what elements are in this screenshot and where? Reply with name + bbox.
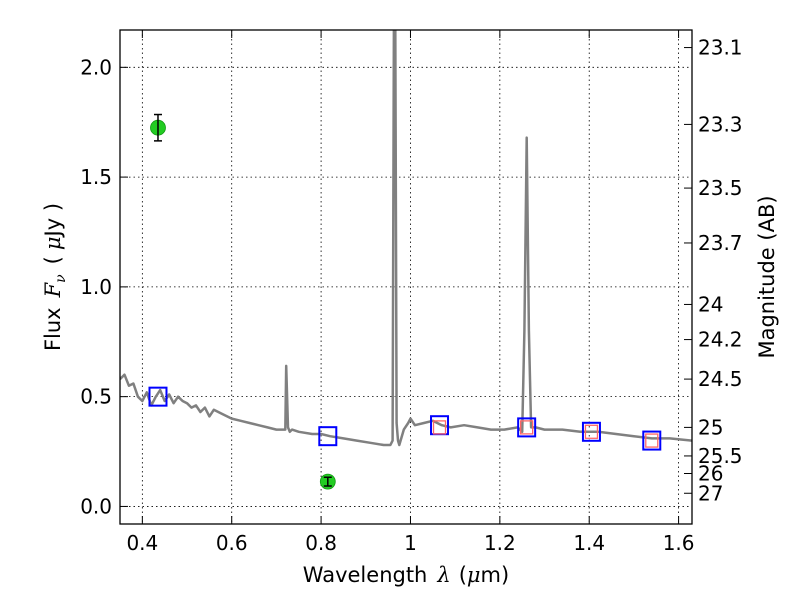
x-tick-label: 1.2 xyxy=(484,531,516,555)
x-tick-label: 1.6 xyxy=(663,531,695,555)
x-axis-symbol: λ xyxy=(436,563,450,587)
y2-tick-label: 25 xyxy=(698,415,723,439)
y-axis-unit-rest: Jy ) xyxy=(41,203,65,239)
x-tick-label: 0.6 xyxy=(216,531,248,555)
model-photometry-square xyxy=(581,421,601,442)
model-photometry-alt-square xyxy=(584,424,599,439)
y-ticks: 0.0 0.5 1.0 1.5 2.0 xyxy=(80,55,128,518)
y-axis-unit-open: ( xyxy=(41,256,65,264)
y2-tick-label: 24.5 xyxy=(698,367,743,391)
x-axis-unit-rest: m) xyxy=(481,563,510,587)
y-axis-title: Flux Fν ( μJy ) xyxy=(41,203,69,351)
x-axis-unit-mu: μ xyxy=(467,563,481,587)
model-photometry-alt-square xyxy=(520,420,534,435)
y2-tick-label: 24 xyxy=(698,292,723,316)
y-axis-title-text: Flux xyxy=(41,307,65,351)
model-photometry-square xyxy=(318,426,338,447)
y-axis-subscript: ν xyxy=(53,274,69,283)
x-tick-label: 0.8 xyxy=(305,531,337,555)
plot-background xyxy=(120,30,692,524)
y-axis-symbol: F xyxy=(41,281,65,298)
y2-axis-title: Magnitude (AB) xyxy=(755,195,779,358)
x-tick-label: 1 xyxy=(404,531,417,555)
y-tick-label: 1.5 xyxy=(80,165,112,189)
y-tick-label: 0.5 xyxy=(80,385,112,409)
x-axis-title-text: Wavelength xyxy=(303,563,428,587)
grid xyxy=(120,30,692,524)
model-photometry-square xyxy=(148,386,168,407)
x-tick-label: 1.4 xyxy=(573,531,605,555)
y2-tick-label: 23.7 xyxy=(698,231,743,255)
y-tick-label: 1.0 xyxy=(80,275,112,299)
model-spectrum-line xyxy=(120,30,692,447)
y2-tick-label: 23.3 xyxy=(698,112,743,136)
y2-tick-label: 27 xyxy=(698,481,723,505)
x-tick-label: 0.4 xyxy=(126,531,158,555)
y-axis-unit-mu: μ xyxy=(41,236,65,250)
y2-tick-label: 25.5 xyxy=(698,444,743,468)
x-ticks: 0.4 0.6 0.8 1 1.2 1.4 1.6 xyxy=(126,30,695,555)
y2-tick-label: 26 xyxy=(698,462,723,486)
y2-tick-label: 23.1 xyxy=(698,36,743,60)
plot-frame xyxy=(119,29,693,525)
x-axis-title: Wavelength λ (μm) xyxy=(303,563,509,587)
y2-tick-label: 23.5 xyxy=(698,176,743,200)
x-axis-unit-open: ( xyxy=(459,563,467,587)
model-photometry-alt-square xyxy=(645,433,659,448)
y2-tick-label: 24.2 xyxy=(698,328,743,352)
y-tick-label: 2.0 xyxy=(80,55,112,79)
model-photometry-square xyxy=(517,417,537,438)
model-photometry-square xyxy=(642,430,662,451)
model-photometry-alt-square xyxy=(432,420,447,435)
markers xyxy=(148,113,662,490)
y-tick-label: 0.0 xyxy=(80,494,112,518)
